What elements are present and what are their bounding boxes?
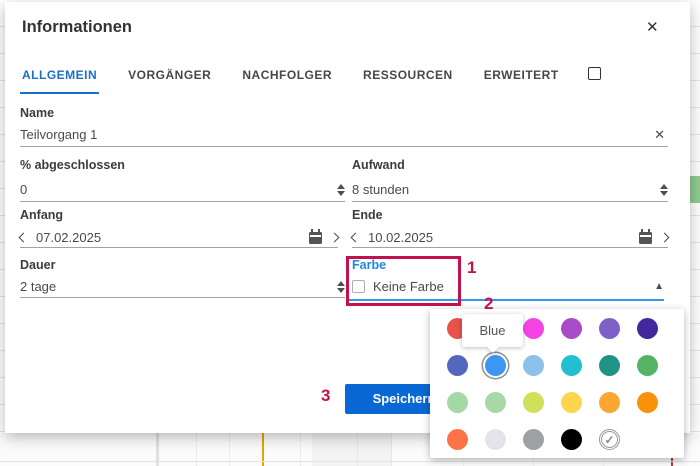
next-day-icon[interactable] bbox=[659, 232, 670, 242]
gantt-gridline bbox=[300, 433, 301, 466]
color-swatch-lime[interactable] bbox=[523, 392, 544, 413]
percent-value: 0 bbox=[20, 182, 28, 197]
color-swatch-black[interactable] bbox=[561, 429, 582, 450]
step-up-icon[interactable] bbox=[337, 183, 345, 189]
gantt-gridline bbox=[229, 433, 230, 466]
step-up-icon[interactable] bbox=[337, 280, 345, 286]
color-swatch-deep-purple[interactable] bbox=[637, 318, 658, 339]
color-swatch-light-gray[interactable] bbox=[485, 429, 506, 450]
tab-ressourcen[interactable]: RESSOURCEN bbox=[363, 68, 453, 82]
name-label: Name bbox=[20, 106, 55, 120]
duration-label: Dauer bbox=[20, 258, 56, 272]
color-swatch-light-blue[interactable] bbox=[523, 355, 544, 376]
tab-vorgaenger[interactable]: VORGÄNGER bbox=[128, 68, 212, 82]
color-swatch-teal[interactable] bbox=[599, 355, 620, 376]
effort-value: 8 stunden bbox=[352, 182, 410, 197]
step-down-icon[interactable] bbox=[337, 190, 345, 196]
color-swatch-no-color-default[interactable]: ✓ bbox=[599, 429, 620, 450]
color-field[interactable]: Keine Farbe ▲ bbox=[352, 279, 664, 294]
annotation-step-1: 1 bbox=[467, 258, 477, 277]
calendar-icon[interactable] bbox=[309, 229, 322, 244]
no-color-label: Keine Farbe bbox=[373, 279, 444, 294]
prev-day-icon[interactable] bbox=[350, 232, 361, 242]
dialog-title: Informationen bbox=[22, 18, 132, 36]
color-tooltip: Blue bbox=[462, 314, 523, 347]
gantt-gridline bbox=[391, 433, 392, 466]
gantt-gridline bbox=[156, 433, 159, 466]
start-label: Anfang bbox=[20, 208, 64, 222]
calendar-icon[interactable] bbox=[639, 229, 652, 244]
color-swatch-magenta[interactable] bbox=[523, 318, 544, 339]
color-swatch-purple[interactable] bbox=[561, 318, 582, 339]
color-label: Farbe bbox=[352, 258, 387, 272]
focused-field-underline bbox=[347, 299, 664, 301]
tab-bar: ALLGEMEIN VORGÄNGER NACHFOLGER RESSOURCE… bbox=[20, 62, 601, 94]
end-label: Ende bbox=[352, 208, 383, 222]
color-swatch-yellow[interactable] bbox=[561, 392, 582, 413]
effort-input[interactable]: 8 stunden bbox=[352, 178, 668, 202]
percent-stepper[interactable] bbox=[337, 183, 345, 196]
step-down-icon[interactable] bbox=[660, 190, 668, 196]
tab-erweitert[interactable]: ERWEITERT bbox=[483, 68, 559, 82]
color-swatch-dark-orange[interactable] bbox=[637, 392, 658, 413]
gantt-task-bar-green bbox=[690, 176, 700, 203]
notes-icon[interactable] bbox=[587, 67, 601, 80]
no-color-checkbox[interactable] bbox=[352, 280, 365, 293]
name-input[interactable]: Teilvorgang 1 ✕ bbox=[20, 123, 668, 147]
start-date-value: 07.02.2025 bbox=[36, 229, 102, 245]
color-swatch-cyan[interactable] bbox=[561, 355, 582, 376]
gantt-today-line bbox=[262, 433, 264, 466]
color-swatch-deep-orange[interactable] bbox=[447, 429, 468, 450]
tab-nachfolger[interactable]: NACHFOLGER bbox=[242, 68, 333, 82]
color-swatch-violet[interactable] bbox=[599, 318, 620, 339]
name-value: Teilvorgang 1 bbox=[20, 127, 98, 142]
start-date-input[interactable]: 07.02.2025 bbox=[18, 227, 340, 248]
duration-stepper[interactable] bbox=[337, 280, 345, 293]
tab-allgemein[interactable]: ALLGEMEIN bbox=[20, 62, 100, 94]
percent-label: % abgeschlossen bbox=[20, 158, 125, 172]
step-up-icon[interactable] bbox=[660, 183, 668, 189]
check-icon: ✓ bbox=[604, 432, 615, 447]
annotation-step-2: 2 bbox=[484, 294, 494, 313]
color-swatch-gray[interactable] bbox=[523, 429, 544, 450]
clear-icon[interactable]: ✕ bbox=[654, 126, 665, 142]
gantt-gridline bbox=[196, 433, 197, 466]
collapse-dropdown-icon[interactable]: ▲ bbox=[654, 281, 664, 292]
color-swatch-indigo[interactable] bbox=[447, 355, 468, 376]
effort-stepper[interactable] bbox=[660, 183, 668, 196]
step-down-icon[interactable] bbox=[337, 287, 345, 293]
close-icon[interactable]: ✕ bbox=[646, 19, 659, 36]
duration-value: 2 tage bbox=[20, 279, 57, 294]
color-swatch-light-green[interactable] bbox=[447, 392, 468, 413]
gantt-background-left-strip bbox=[0, 0, 5, 433]
effort-label: Aufwand bbox=[352, 158, 405, 172]
duration-input[interactable]: 2 tage bbox=[20, 276, 345, 298]
percent-input[interactable]: 0 bbox=[20, 178, 345, 202]
gantt-gridline bbox=[357, 433, 358, 466]
gantt-row-line bbox=[0, 461, 700, 462]
end-date-value: 10.02.2025 bbox=[368, 229, 434, 245]
prev-day-icon[interactable] bbox=[18, 232, 29, 242]
annotation-step-3: 3 bbox=[321, 386, 331, 405]
color-swatch-pale-green[interactable] bbox=[485, 392, 506, 413]
color-swatch-blue[interactable] bbox=[485, 355, 506, 376]
color-swatch-green[interactable] bbox=[637, 355, 658, 376]
next-day-icon[interactable] bbox=[329, 232, 340, 242]
gantt-background-right-strip bbox=[690, 0, 700, 433]
end-date-input[interactable]: 10.02.2025 bbox=[350, 227, 670, 248]
color-swatch-orange[interactable] bbox=[599, 392, 620, 413]
gantt-weekend-shading bbox=[312, 433, 392, 466]
